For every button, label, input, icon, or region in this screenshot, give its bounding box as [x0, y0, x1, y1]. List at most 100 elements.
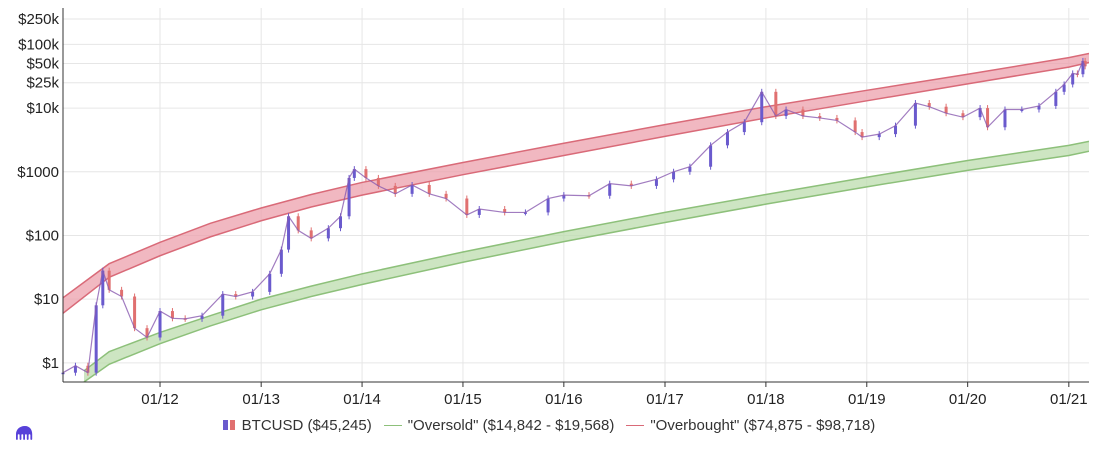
- price-series: [61, 57, 1087, 376]
- bands: [63, 52, 1089, 382]
- candle-body: [101, 270, 105, 306]
- candle-body: [546, 198, 550, 213]
- legend-item-overbought[interactable]: "Overbought" ($74,875 - $98,718): [626, 417, 875, 434]
- candle-body: [760, 91, 764, 123]
- overbought-band-lower-line: [63, 61, 1089, 314]
- candle-body: [784, 109, 788, 117]
- candle-body: [913, 103, 917, 126]
- y-tick-label: $10k: [26, 100, 59, 117]
- y-tick-label: $10: [34, 291, 59, 308]
- candle-body: [410, 184, 414, 194]
- green-line-swatch-icon: [383, 424, 402, 426]
- x-tick-label: 01/21: [1050, 391, 1088, 408]
- candle-body: [742, 122, 746, 133]
- price-line: [62, 59, 1086, 374]
- candle-body: [326, 228, 330, 239]
- candle-body: [376, 177, 380, 186]
- candle-body: [158, 311, 162, 338]
- candle-body: [1020, 109, 1024, 111]
- y-tick-label: $25k: [26, 75, 59, 92]
- candle-body: [251, 291, 255, 297]
- x-tick-label: 01/13: [242, 391, 280, 408]
- legend-item-btcusd[interactable]: BTCUSD ($45,245): [222, 417, 372, 434]
- candle-body: [107, 270, 111, 290]
- candle-body: [1062, 84, 1066, 92]
- kraken-logo-icon[interactable]: [14, 425, 36, 441]
- x-tick-label: 01/14: [343, 391, 381, 408]
- candle-body: [961, 113, 965, 118]
- candle-body: [629, 183, 633, 186]
- candle-body: [894, 125, 898, 135]
- candle-body: [853, 120, 857, 133]
- candle-body: [393, 185, 397, 194]
- x-tick-label: 01/17: [646, 391, 684, 408]
- overbought-band: [63, 53, 1089, 314]
- candle-body: [725, 132, 729, 146]
- candle-body: [94, 305, 98, 373]
- candle-body: [309, 230, 313, 239]
- x-tick-label: 01/16: [545, 391, 583, 408]
- candle-body: [427, 184, 431, 194]
- x-tick-label: 01/15: [444, 391, 482, 408]
- y-tick-label: $100: [26, 227, 59, 244]
- y-tick-label: $50k: [26, 56, 59, 73]
- candle-body: [801, 109, 805, 117]
- candle-body: [654, 179, 658, 186]
- candle-body: [503, 209, 507, 213]
- candle-body: [145, 328, 149, 338]
- legend-label-oversold: "Oversold" ($14,842 - $19,568): [407, 416, 615, 434]
- candle-body: [562, 195, 566, 199]
- candle-body: [672, 171, 676, 180]
- candle-body: [986, 108, 990, 128]
- candle-body: [818, 116, 822, 118]
- x-tick-label: 01/12: [141, 391, 179, 408]
- candle-body: [1081, 60, 1085, 75]
- candle-body: [296, 216, 300, 231]
- candle-body: [268, 273, 272, 292]
- y-tick-label: $100k: [18, 36, 59, 53]
- candle-body: [477, 209, 481, 215]
- legend-label-btcusd: BTCUSD ($45,245): [241, 416, 372, 434]
- candle-swatch-icon: [222, 420, 236, 430]
- red-line-swatch-icon: [626, 424, 645, 426]
- candle-body: [133, 296, 137, 329]
- candle-body: [73, 365, 77, 373]
- overbought-band-upper-line: [63, 52, 1089, 299]
- axes: $1 $10 $100 $1000 $10k $25k $50k $100k $250k 01/1…: [17, 8, 1089, 408]
- legend-label-overbought: "Overbought" ($74,875 - $98,718): [650, 416, 876, 434]
- candle-body: [860, 132, 864, 138]
- candle-body: [339, 216, 343, 229]
- candle-body: [1003, 109, 1007, 128]
- candle-body: [287, 216, 291, 250]
- candle-body: [1071, 73, 1075, 85]
- candle-body: [1037, 105, 1041, 110]
- oversold-band-lower-line: [83, 150, 1089, 382]
- legend-item-oversold[interactable]: "Oversold" ($14,842 - $19,568): [383, 416, 615, 434]
- candle-body: [234, 294, 238, 297]
- candle-body: [944, 106, 948, 114]
- candle-body: [1054, 91, 1058, 106]
- candle-body: [1083, 60, 1087, 67]
- candle-body: [444, 193, 448, 199]
- candle-body: [709, 145, 713, 167]
- candle-body: [877, 134, 881, 138]
- candle-body: [352, 169, 356, 178]
- candle-body: [523, 212, 527, 214]
- candle-body: [279, 249, 283, 274]
- candle-body: [978, 108, 982, 118]
- candle-body: [608, 183, 612, 196]
- y-tick-label: $1000: [17, 164, 59, 181]
- candle-body: [927, 103, 931, 107]
- candle-body: [364, 169, 368, 178]
- candle-body: [774, 91, 778, 117]
- oversold-band-upper-line: [83, 140, 1089, 372]
- candle-body: [200, 315, 204, 319]
- x-tick-label: 01/20: [949, 391, 987, 408]
- y-tick-label: $1: [42, 355, 59, 372]
- oversold-band: [84, 141, 1089, 382]
- candle-body: [835, 117, 839, 121]
- legend: BTCUSD ($45,245) "Oversold" ($14,842 - $…: [0, 414, 1097, 436]
- candle-body: [170, 311, 174, 319]
- candle-body: [347, 177, 351, 217]
- x-tick-label: 01/18: [747, 391, 785, 408]
